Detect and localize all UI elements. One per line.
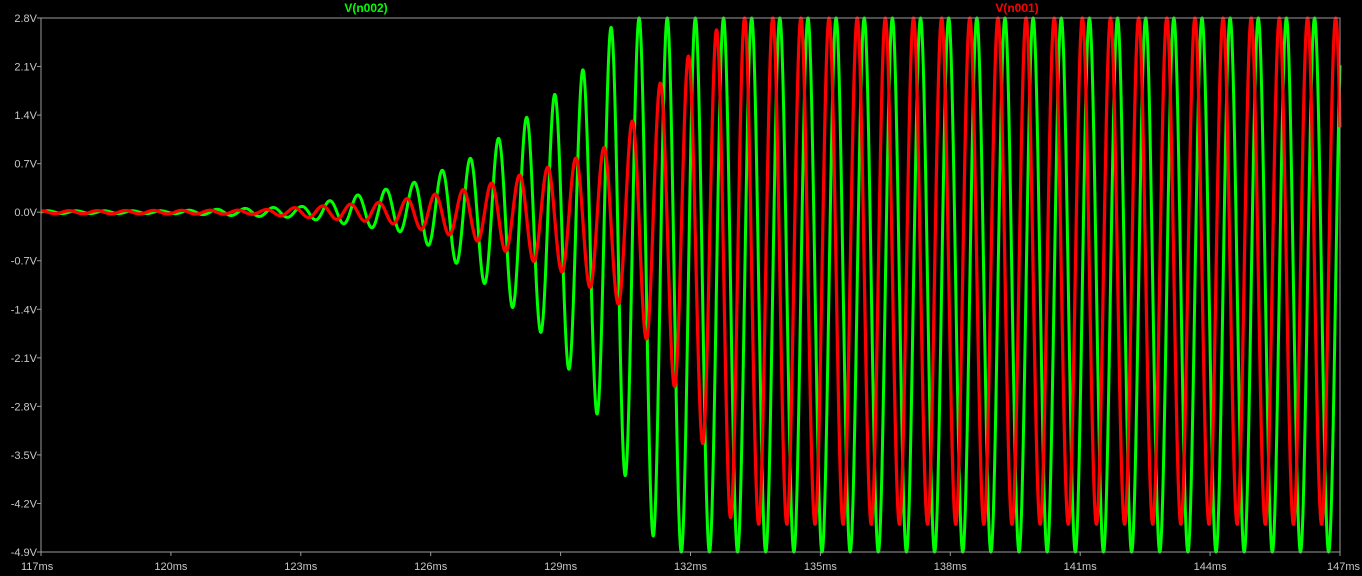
x-tick-label: 129ms — [544, 561, 578, 573]
x-tick-label: 117ms — [21, 561, 54, 573]
x-tick-label: 123ms — [284, 561, 318, 573]
x-tick-label: 147ms — [1327, 561, 1361, 573]
y-tick-label: -2.8V — [11, 401, 38, 413]
legend-v-n001[interactable]: V(n001) — [995, 1, 1038, 15]
y-tick-label: 2.8V — [14, 13, 37, 25]
x-axis: 117ms 120ms 123ms 126ms 129ms 132ms 135ms 138ms… — [21, 552, 1360, 573]
x-tick-label: 138ms — [934, 561, 968, 573]
legend-v-n002[interactable]: V(n002) — [344, 1, 387, 15]
y-axis: 2.8V 2.1V 1.4V 0.7V 0.0V -0.7V -1.4V -2.1V -2.8V… — [11, 13, 41, 559]
y-tick-label: -4.2V — [11, 498, 38, 510]
x-tick-label: 144ms — [1194, 561, 1228, 573]
x-tick-label: 126ms — [414, 561, 448, 573]
y-tick-label: -1.4V — [11, 304, 38, 316]
y-tick-label: 1.4V — [14, 110, 37, 122]
y-tick-label: -4.9V — [11, 547, 38, 559]
x-tick-label: 141ms — [1064, 561, 1098, 573]
x-tick-label: 135ms — [804, 561, 838, 573]
y-tick-label: 0.0V — [14, 207, 37, 219]
x-tick-label: 120ms — [154, 561, 188, 573]
trace-v-n001[interactable] — [39, 16, 1342, 526]
y-tick-label: 0.7V — [14, 159, 37, 171]
y-tick-label: -3.5V — [11, 450, 38, 462]
trace-v-n002[interactable] — [39, 16, 1342, 554]
y-tick-label: -0.7V — [11, 256, 38, 268]
x-tick-label: 132ms — [674, 561, 708, 573]
traces-layer — [39, 16, 1342, 554]
y-tick-label: -2.1V — [11, 353, 38, 365]
y-tick-label: 2.1V — [14, 62, 37, 74]
